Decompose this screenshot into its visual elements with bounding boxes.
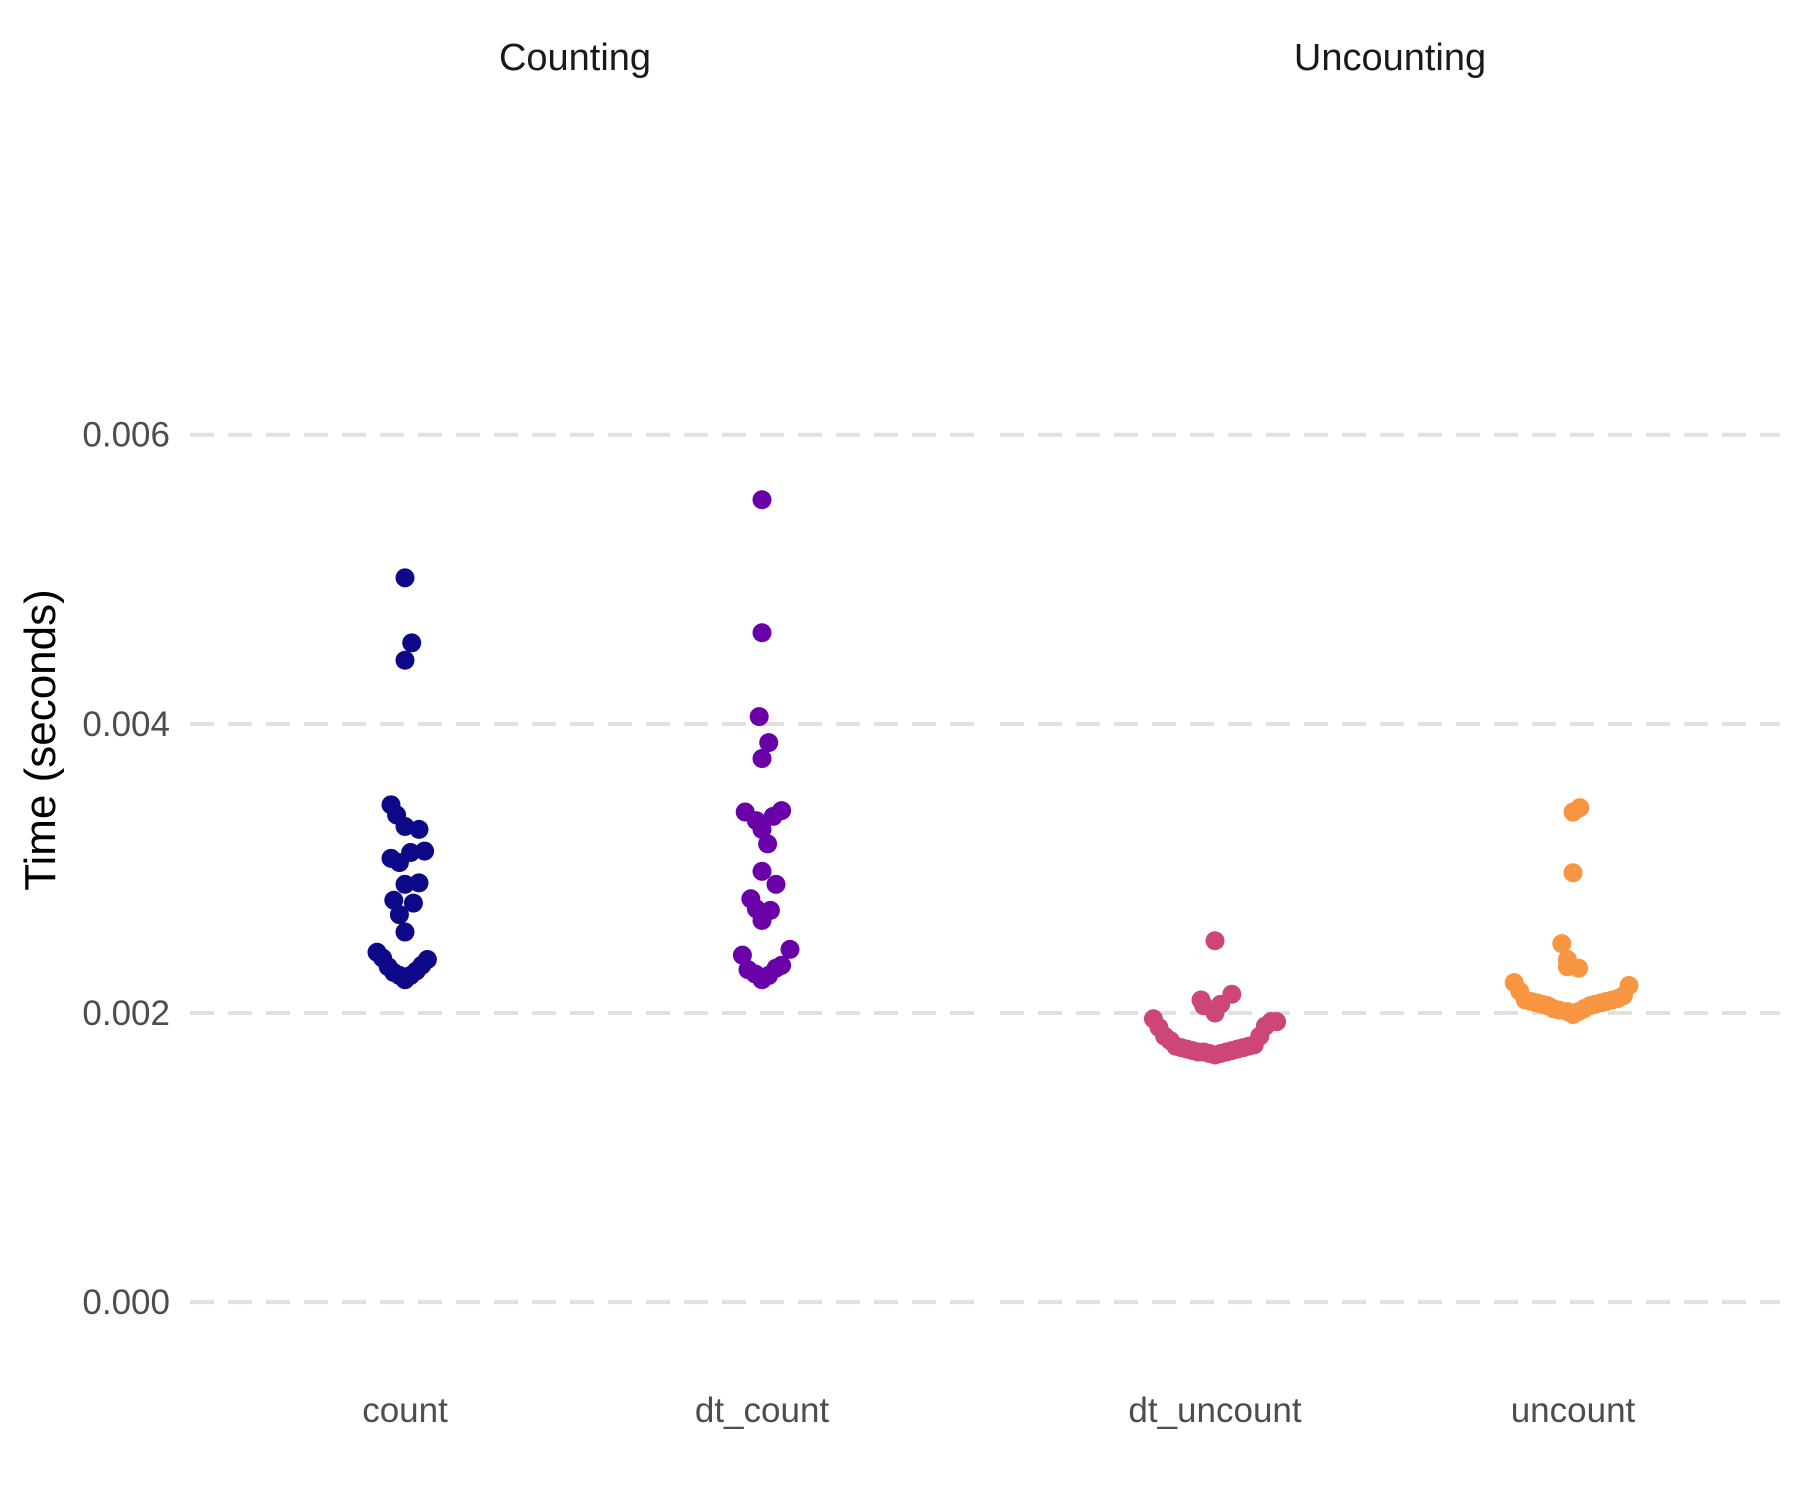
data-point: [1222, 984, 1242, 1004]
data-point: [759, 733, 779, 753]
data-point: [381, 795, 401, 815]
data-point: [752, 623, 772, 643]
data-point: [409, 819, 429, 839]
data-point: [732, 945, 752, 965]
data-point: [395, 922, 415, 942]
data-point: [417, 950, 437, 970]
y-tick-label: 0.004: [82, 705, 170, 744]
y-tick-label: 0.000: [82, 1283, 170, 1322]
x-tick-label: dt_uncount: [1128, 1391, 1301, 1430]
data-point: [395, 650, 415, 670]
data-point: [384, 890, 404, 910]
y-tick-label: 0.006: [82, 416, 170, 455]
x-tick-label: count: [362, 1391, 448, 1430]
data-point: [409, 873, 429, 893]
data-point: [772, 801, 792, 821]
data-point: [401, 843, 421, 863]
data-point: [1552, 934, 1572, 954]
x-tick-label: uncount: [1511, 1391, 1636, 1430]
data-point: [735, 802, 755, 822]
data-point: [1619, 976, 1639, 996]
data-point: [415, 841, 435, 861]
y-axis-title: Time (seconds): [16, 589, 65, 891]
y-tick-label: 0.002: [82, 994, 170, 1033]
data-point: [752, 749, 772, 769]
data-point: [1205, 931, 1225, 951]
data-points: [367, 490, 1639, 1065]
data-point: [766, 874, 786, 894]
data-point: [1563, 863, 1583, 883]
data-point: [772, 955, 792, 975]
labels: Time (seconds) 0.000 0.002 0.004 0.006 Count…: [16, 37, 1636, 1430]
gridlines: [190, 432, 1780, 1305]
data-point: [389, 905, 409, 925]
data-point: [1570, 798, 1590, 818]
facet-title: Uncounting: [1294, 37, 1486, 79]
data-point: [752, 861, 772, 881]
data-point: [1267, 1012, 1287, 1032]
facet-title: Counting: [499, 37, 651, 79]
data-point: [395, 874, 415, 894]
data-point: [403, 893, 423, 913]
data-point: [758, 834, 778, 854]
data-point: [749, 707, 769, 727]
data-point: [760, 900, 780, 920]
data-point: [780, 939, 800, 959]
data-point: [395, 568, 415, 588]
data-point: [1557, 950, 1577, 970]
data-point: [402, 633, 422, 653]
x-tick-label: dt_count: [695, 1391, 830, 1430]
data-point: [741, 889, 761, 909]
data-point: [1191, 990, 1211, 1010]
data-point: [752, 490, 772, 510]
